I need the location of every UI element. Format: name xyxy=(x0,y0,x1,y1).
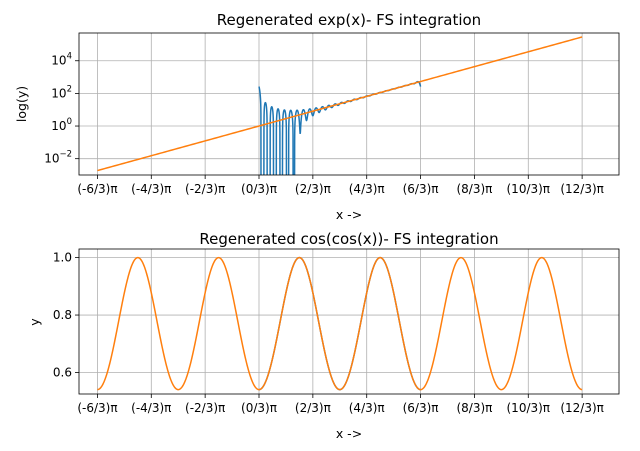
chart-exp-xlabel: x -> xyxy=(336,207,362,222)
x-tick-label: (-4/3)π xyxy=(131,182,171,196)
x-tick-label: (2/3)π xyxy=(295,182,331,196)
y-tick-label: 104 xyxy=(51,52,72,68)
chart-exp: Regenerated exp(x)- FS integration (-6/3… xyxy=(14,11,620,222)
x-tick-label: (-6/3)π xyxy=(77,182,117,196)
x-tick-label: (0/3)π xyxy=(241,182,277,196)
y-tick-base: 10 xyxy=(51,119,66,133)
y-tick-label: 0.8 xyxy=(53,308,72,322)
y-tick-label: 100 xyxy=(51,117,72,133)
x-tick-label: (4/3)π xyxy=(349,182,385,196)
x-tick-label: (12/3)π xyxy=(560,401,604,415)
chart-coscos-plot-area xyxy=(97,256,583,391)
y-tick-label: 0.6 xyxy=(53,365,72,379)
x-tick-label: (8/3)π xyxy=(456,401,492,415)
chart-exp-grid xyxy=(79,33,619,175)
y-tick-exponent: 4 xyxy=(67,52,72,62)
chart-exp-ylabel: log(y) xyxy=(14,86,29,122)
x-tick-label: (-4/3)π xyxy=(131,401,171,415)
chart-coscos-x-ticks: (-6/3)π (-4/3)π (-2/3)π (0/3)π (2/3)π (4/3)π (… xyxy=(77,394,604,415)
chart-exp-title: Regenerated exp(x)- FS integration xyxy=(217,11,481,29)
y-tick-base: 10 xyxy=(44,152,59,166)
x-tick-label: (0/3)π xyxy=(241,401,277,415)
y-tick-label: 10−2 xyxy=(44,150,72,166)
chart-coscos-y-ticks: 0.6 0.8 1.0 xyxy=(53,251,79,379)
x-tick-label: (-2/3)π xyxy=(185,401,225,415)
x-tick-label: (-2/3)π xyxy=(185,182,225,196)
y-tick-label: 102 xyxy=(51,84,72,100)
x-tick-label: (10/3)π xyxy=(507,182,551,196)
y-tick-base: 10 xyxy=(51,54,66,68)
y-tick-exponent: −2 xyxy=(59,150,72,160)
x-tick-label: (2/3)π xyxy=(295,401,331,415)
x-tick-label: (10/3)π xyxy=(507,401,551,415)
chart-coscos-axes-frame xyxy=(78,248,620,395)
y-tick-label: 1.0 xyxy=(53,251,72,265)
y-tick-exponent: 0 xyxy=(67,117,72,127)
series-coscos-line xyxy=(97,256,583,391)
chart-exp-plot-area xyxy=(97,36,583,175)
series-fourier-exp-line xyxy=(258,80,422,175)
series-exp-line xyxy=(97,36,583,172)
chart-coscos-title: Regenerated cos(cos(x))- FS integration xyxy=(199,230,498,248)
chart-coscos-ylabel: y xyxy=(27,318,42,326)
y-tick-exponent: 2 xyxy=(67,84,72,94)
x-tick-label: (8/3)π xyxy=(456,182,492,196)
y-tick-base: 10 xyxy=(51,86,66,100)
x-tick-label: (6/3)π xyxy=(403,401,439,415)
chart-exp-x-ticks: (-6/3)π (-4/3)π (-2/3)π (0/3)π (2/3)π (4/3)π (… xyxy=(77,175,604,196)
x-tick-label: (4/3)π xyxy=(349,401,385,415)
chart-exp-axes-frame xyxy=(78,32,620,176)
chart-coscos: Regenerated cos(cos(x))- FS integration … xyxy=(27,230,620,441)
chart-coscos-xlabel: x -> xyxy=(336,426,362,441)
series-fourier-coscos-line xyxy=(258,256,421,391)
x-tick-label: (12/3)π xyxy=(560,182,604,196)
x-tick-label: (-6/3)π xyxy=(77,401,117,415)
x-tick-label: (6/3)π xyxy=(403,182,439,196)
